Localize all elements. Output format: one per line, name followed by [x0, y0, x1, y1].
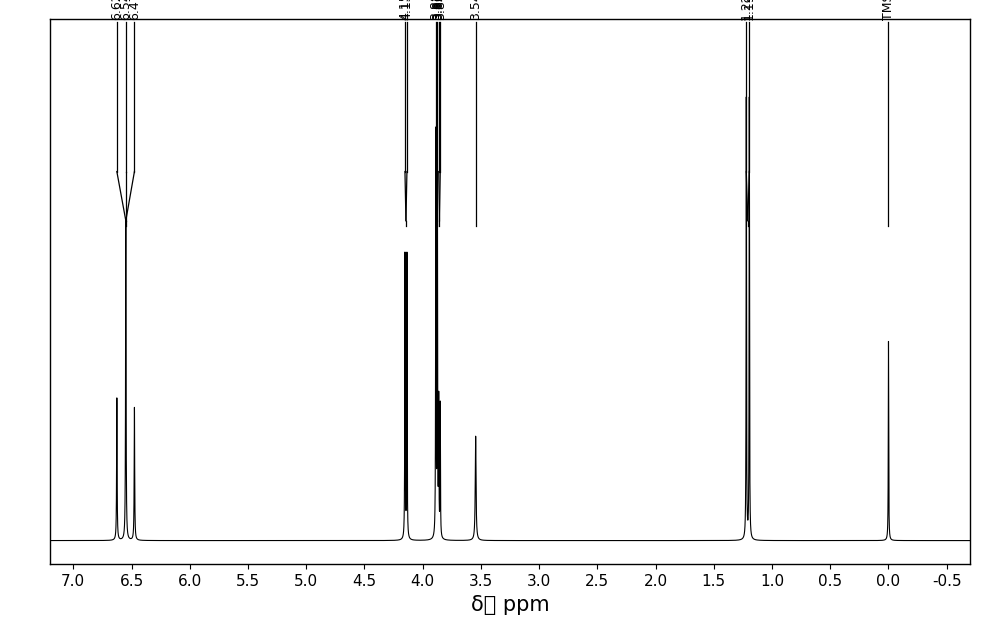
Text: 4.135: 4.135: [400, 0, 413, 21]
Text: 6.549: 6.549: [119, 0, 132, 21]
Text: 4.152: 4.152: [398, 0, 411, 21]
Text: 3.849: 3.849: [434, 0, 447, 21]
X-axis label: δ， ppm: δ， ppm: [471, 594, 549, 614]
Text: 1.195: 1.195: [743, 0, 756, 21]
Text: 3.874: 3.874: [431, 0, 444, 21]
Text: 1.221: 1.221: [740, 0, 753, 21]
Text: 6.626: 6.626: [110, 0, 123, 21]
Text: 3.545: 3.545: [469, 0, 482, 21]
Text: 3.887: 3.887: [429, 0, 442, 21]
Text: TMS, 0.000: TMS, 0.000: [882, 0, 895, 21]
Text: 6.475: 6.475: [128, 0, 141, 21]
Text: 3.862: 3.862: [432, 0, 445, 21]
